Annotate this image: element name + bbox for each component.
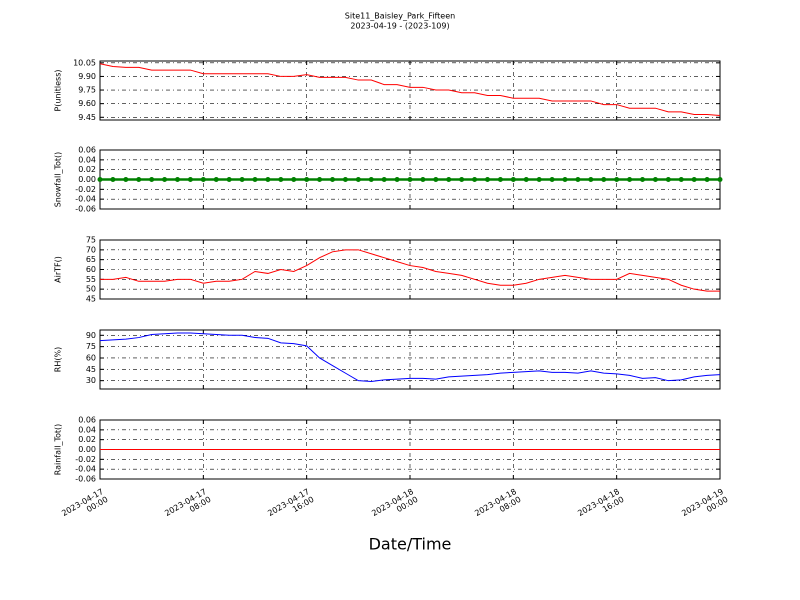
- data-point: [381, 177, 387, 182]
- y-tick-label: 0.06: [78, 146, 96, 155]
- data-point: [614, 177, 620, 182]
- data-point: [510, 177, 516, 182]
- y-tick-label: 30: [86, 376, 96, 385]
- data-point: [265, 177, 271, 182]
- data-point: [497, 177, 503, 182]
- y-tick-label: 60: [86, 353, 96, 362]
- data-point: [459, 177, 465, 182]
- data-point: [575, 177, 581, 182]
- data-point: [149, 177, 155, 182]
- data-point: [278, 177, 284, 182]
- data-point: [523, 177, 529, 182]
- data-point: [652, 177, 658, 182]
- y-tick-label: 60: [86, 265, 96, 274]
- data-point: [304, 177, 310, 182]
- data-point: [368, 177, 374, 182]
- y-tick-label: 55: [86, 275, 96, 284]
- data-point: [162, 177, 168, 182]
- data-point: [330, 177, 335, 182]
- y-tick-label: 0.02: [78, 165, 96, 174]
- data-line: [99, 63, 721, 116]
- data-point: [472, 177, 478, 182]
- y-tick-label: 70: [86, 245, 96, 254]
- data-point: [175, 177, 180, 182]
- data-point: [239, 177, 245, 182]
- data-point: [704, 177, 710, 182]
- data-point: [485, 177, 490, 182]
- chart-title: Site11_Baisley_Park_Fifteen: [345, 12, 455, 21]
- data-point: [420, 177, 426, 182]
- data-point: [187, 177, 193, 182]
- y-axis-label: RH(%): [54, 347, 63, 372]
- y-tick-label: 50: [86, 285, 96, 294]
- y-tick-label: 9.75: [78, 86, 96, 95]
- data-point: [252, 177, 258, 182]
- y-tick-label: 9.60: [78, 99, 96, 108]
- data-point: [665, 177, 671, 182]
- y-tick-label: 0.02: [78, 435, 96, 444]
- y-tick-label: 75: [86, 342, 96, 351]
- y-tick-label: -0.04: [75, 465, 96, 474]
- data-point: [123, 177, 129, 182]
- y-axis-label: P(unitless): [54, 69, 63, 111]
- data-point: [433, 177, 439, 182]
- data-point: [213, 177, 219, 182]
- chart-subtitle: 2023-04-19 - (2023-109): [350, 22, 449, 31]
- x-axis-label: Date/Time: [369, 535, 452, 554]
- y-tick-label: 10.05: [73, 58, 96, 67]
- y-tick-label: 65: [86, 255, 96, 264]
- data-point: [200, 177, 206, 182]
- data-point: [110, 177, 116, 182]
- data-point: [97, 177, 103, 182]
- y-axis-label: AirTF(): [54, 256, 63, 283]
- y-tick-label: -0.06: [75, 205, 96, 214]
- data-point: [291, 177, 297, 182]
- y-axis-label: Snowfall_Tot(): [54, 152, 63, 208]
- data-point: [588, 177, 594, 182]
- data-point: [355, 177, 361, 182]
- data-point: [640, 177, 645, 182]
- data-point: [407, 177, 413, 182]
- y-tick-label: 0.04: [78, 425, 96, 434]
- data-point: [136, 177, 142, 182]
- data-point: [562, 177, 568, 182]
- y-tick-label: 0.00: [78, 175, 96, 184]
- data-point: [691, 177, 697, 182]
- y-tick-label: 0.04: [78, 155, 96, 164]
- y-tick-label: 45: [86, 365, 96, 374]
- data-point: [226, 177, 232, 182]
- data-point: [317, 177, 323, 182]
- y-tick-label: 9.45: [78, 113, 96, 122]
- data-line: [99, 332, 721, 382]
- data-point: [549, 177, 555, 182]
- data-point: [342, 177, 348, 182]
- y-tick-label: 9.90: [78, 72, 96, 81]
- y-tick-label: -0.04: [75, 195, 96, 204]
- data-point: [394, 177, 400, 182]
- y-tick-label: 45: [86, 295, 96, 304]
- y-tick-label: -0.02: [75, 185, 96, 194]
- y-tick-label: -0.02: [75, 455, 96, 464]
- y-tick-label: -0.06: [75, 475, 96, 484]
- data-point: [446, 177, 452, 182]
- y-tick-label: 90: [86, 331, 96, 340]
- y-tick-label: 0.00: [78, 445, 96, 454]
- y-axis-label: Rainfall_Tot(): [54, 424, 63, 476]
- y-tick-label: 0.06: [78, 416, 96, 425]
- y-tick-label: 75: [86, 236, 96, 245]
- data-point: [536, 177, 542, 182]
- data-point: [678, 177, 684, 182]
- data-point: [717, 177, 723, 182]
- data-point: [627, 177, 633, 182]
- data-point: [601, 177, 607, 182]
- data-line: [100, 249, 720, 292]
